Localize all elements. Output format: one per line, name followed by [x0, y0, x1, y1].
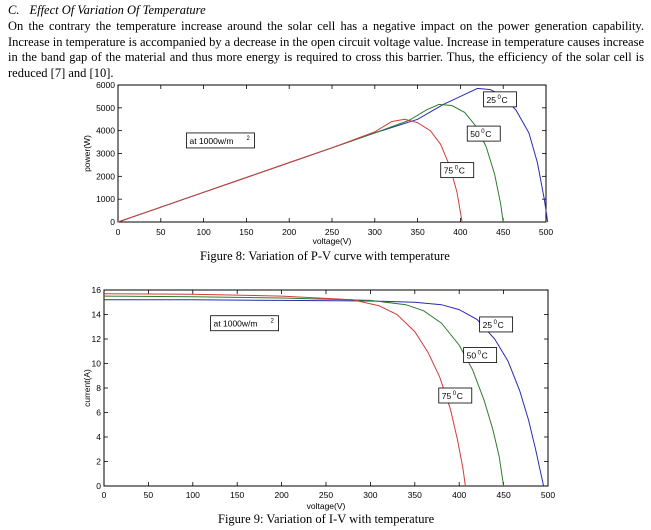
chart1-x-tick-label: 200 [282, 227, 296, 237]
chart2-y-tick-label: 16 [92, 285, 102, 295]
chart1-y-tick-label: 3000 [96, 149, 115, 159]
section-heading: C. Effect Of Variation Of Temperature [8, 3, 206, 18]
chart2-series-50-label-box [463, 347, 498, 363]
chart1-y-tick-label: 1000 [96, 194, 115, 204]
chart1-series-25-unit: C [502, 95, 508, 105]
chart1-annotation-box [186, 132, 255, 149]
chart2-series-25-unit: C [498, 320, 504, 330]
chart2-y-axis-label: current(A) [82, 369, 92, 407]
chart1-series-25-label-box [483, 91, 517, 108]
chart1-annotation-text: at 1000w/m [189, 136, 233, 146]
chart2-series-50-line [103, 295, 505, 487]
chart2-annotation-box [210, 315, 279, 332]
chart2-plot-frame [103, 289, 549, 487]
chart2-annotation-text: at 1000w/m [214, 319, 258, 329]
chart1-series-50-unit: C [485, 129, 491, 139]
chart1-x-tick-label: 500 [539, 227, 553, 237]
chart1-x-tick-label: 400 [453, 227, 467, 237]
chart2-x-tick-label: 350 [408, 490, 422, 500]
section-number: C. [8, 3, 20, 17]
chart2-x-tick-label: 50 [144, 490, 154, 500]
chart2-x-tick-label: 400 [452, 490, 466, 500]
chart1-y-tick-label: 4000 [96, 126, 115, 136]
chart2-series-75-label: 75 [442, 391, 452, 401]
chart1-x-tick-label: 450 [496, 227, 510, 237]
chart1-series-50-label-box [466, 125, 501, 142]
chart1-y-tick-label: 5000 [96, 103, 115, 113]
chart1-series-75-label: 75 [444, 166, 454, 176]
chart2-x-axis-label: voltage(V) [307, 501, 346, 511]
chart1-x-tick-label: 250 [325, 227, 339, 237]
section-title: Effect Of Variation Of Temperature [29, 3, 206, 17]
chart2-y-tick-label: 2 [96, 457, 101, 467]
chart2-series-75-degree: 0 [453, 391, 457, 397]
chart2-x-tick-label: 100 [186, 490, 200, 500]
chart1-series-25-label: 25 [487, 95, 497, 105]
chart2-series-25-label-box [479, 316, 514, 333]
chart1-series-75-label-box [440, 162, 475, 179]
chart1-y-tick-label: 0 [110, 217, 115, 227]
body-paragraph: On the contrary the temperature increase… [8, 19, 644, 80]
chart2-x-tick-label: 300 [363, 490, 377, 500]
chart2-x-tick-label: 0 [102, 490, 107, 500]
chart2-x-tick-label: 450 [497, 490, 511, 500]
chart2-x-tick-label: 500 [541, 490, 555, 500]
chart2-series-75-unit: C [457, 391, 463, 401]
chart1-y-tick-label: 2000 [96, 171, 115, 181]
chart1-series-75-unit: C [459, 166, 465, 176]
chart2-series-75-label-box [438, 387, 473, 404]
chart2-y-tick-label: 0 [96, 481, 101, 491]
chart2-series-25-label: 25 [483, 320, 493, 330]
chart2-annotation-sup: 2 [271, 319, 275, 325]
chart2-x-tick-label: 150 [230, 490, 244, 500]
chart2-y-tick-label: 14 [92, 310, 102, 320]
chart2-series-50-degree: 0 [478, 351, 482, 357]
chart2-y-tick-label: 4 [96, 432, 101, 442]
chart1-series-75-degree: 0 [455, 166, 459, 172]
chart2-y-tick-label: 12 [92, 334, 102, 344]
chart2-x-tick-label: 200 [275, 490, 289, 500]
chart1-y-tick-label: 6000 [96, 80, 115, 90]
chart1-series-50-degree: 0 [481, 129, 485, 135]
chart2-x-tick-label: 250 [319, 490, 333, 500]
figure-9-caption: Figure 9: Variation of I-V with temperat… [218, 512, 435, 526]
chart2-series-50-label: 50 [467, 351, 477, 361]
chart1-annotation-sup: 2 [246, 136, 250, 142]
chart1-x-tick-label: 150 [239, 227, 253, 237]
chart2-series-75-line [103, 293, 466, 487]
chart1-series-50-label: 50 [470, 129, 480, 139]
chart2-series-25-line [104, 299, 545, 487]
chart2-y-tick-label: 8 [96, 383, 101, 393]
chart2-y-tick-label: 6 [96, 408, 101, 418]
chart1-x-tick-label: 300 [368, 227, 382, 237]
chart1-x-tick-label: 350 [411, 227, 425, 237]
chart1-series-75-line [117, 118, 463, 223]
chart1-x-tick-label: 100 [197, 227, 211, 237]
chart2-series-25-degree: 0 [494, 320, 498, 326]
chart1-x-tick-label: 50 [156, 227, 166, 237]
figure-8-caption: Figure 8: Variation of P-V curve with te… [200, 249, 450, 263]
chart2-y-tick-label: 10 [92, 359, 102, 369]
chart2-series-50-unit: C [482, 351, 488, 361]
chart1-x-axis-label: voltage(V) [313, 236, 352, 246]
chart1-x-tick-label: 0 [116, 227, 121, 237]
chart1-series-25-degree: 0 [498, 95, 502, 101]
chart1-y-axis-label: power(W) [82, 135, 92, 172]
